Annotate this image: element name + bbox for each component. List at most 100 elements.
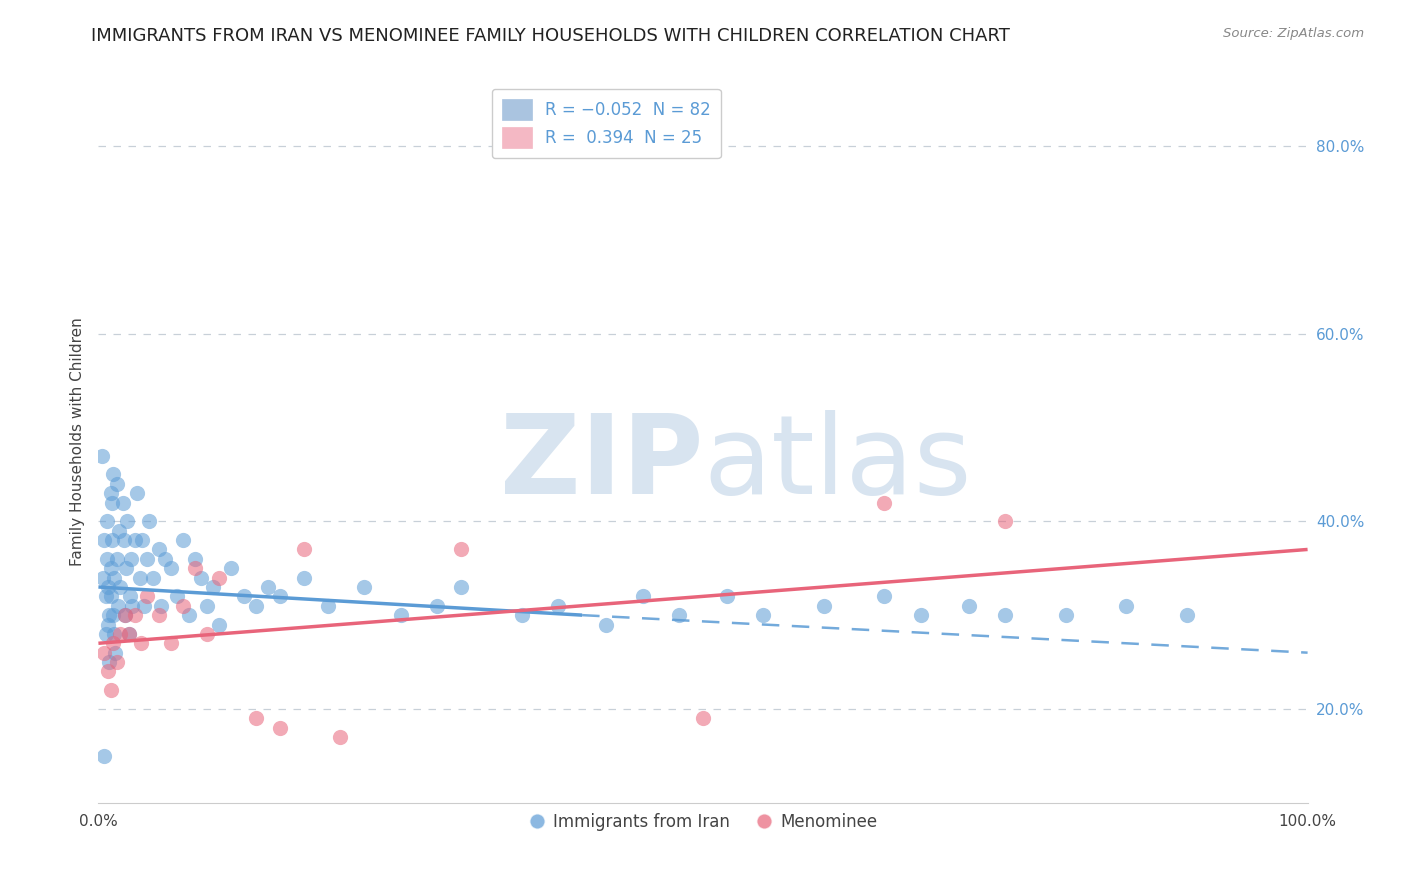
Point [160, 561, 183, 575]
Point [232, 590, 254, 604]
Point [994, 514, 1017, 528]
Point [179, 608, 201, 623]
Point [450, 542, 472, 557]
Point [114, 608, 136, 623]
Point [316, 599, 339, 613]
Point [100, 590, 122, 604]
Point [269, 590, 291, 604]
Text: IMMIGRANTS FROM IRAN VS MENOMINEE FAMILY HOUSEHOLDS WITH CHILDREN CORRELATION CH: IMMIGRANTS FROM IRAN VS MENOMINEE FAMILY… [91, 27, 1011, 45]
Point [101, 608, 124, 623]
Point [118, 590, 141, 604]
Point [114, 608, 136, 623]
Point [105, 551, 128, 566]
Point [221, 561, 243, 575]
Point [134, 599, 156, 613]
Point [245, 599, 267, 613]
Point [329, 730, 352, 744]
Text: ZIP: ZIP [499, 409, 703, 516]
Point [208, 617, 231, 632]
Point [103, 627, 125, 641]
Point [104, 646, 127, 660]
Legend: Immigrants from Iran, Menominee: Immigrants from Iran, Menominee [522, 806, 884, 838]
Point [160, 636, 183, 650]
Point [93, 646, 115, 660]
Point [98, 608, 121, 623]
Point [994, 608, 1017, 623]
Point [97, 665, 120, 679]
Point [245, 711, 267, 725]
Point [101, 636, 124, 650]
Point [450, 580, 472, 594]
Point [1175, 608, 1198, 623]
Point [94, 590, 117, 604]
Point [96, 514, 118, 528]
Point [292, 571, 315, 585]
Point [184, 551, 207, 566]
Point [195, 599, 218, 613]
Point [108, 524, 131, 538]
Point [208, 571, 231, 585]
Y-axis label: Family Households with Children: Family Households with Children [69, 318, 84, 566]
Point [115, 561, 138, 575]
Point [124, 608, 146, 623]
Point [510, 608, 533, 623]
Point [97, 580, 120, 594]
Point [150, 599, 173, 613]
Point [813, 599, 835, 613]
Point [752, 608, 775, 623]
Point [195, 627, 218, 641]
Point [100, 561, 122, 575]
Point [716, 590, 738, 604]
Point [91, 571, 114, 585]
Point [91, 449, 114, 463]
Point [202, 580, 225, 594]
Point [100, 683, 122, 698]
Point [172, 599, 194, 613]
Point [1054, 608, 1077, 623]
Point [256, 580, 278, 594]
Point [100, 486, 122, 500]
Point [112, 533, 135, 547]
Point [142, 571, 165, 585]
Point [631, 590, 654, 604]
Point [957, 599, 980, 613]
Point [148, 608, 170, 623]
Point [873, 590, 896, 604]
Point [910, 608, 932, 623]
Point [118, 627, 141, 641]
Point [96, 551, 118, 566]
Point [100, 495, 122, 509]
Point [138, 514, 160, 528]
Point [668, 608, 690, 623]
Point [135, 590, 157, 604]
Point [166, 590, 188, 604]
Point [108, 627, 131, 641]
Point [121, 599, 143, 613]
Point [353, 580, 375, 594]
Point [1115, 599, 1137, 613]
Point [292, 542, 315, 557]
Text: atlas: atlas [703, 409, 972, 516]
Point [131, 533, 153, 547]
Point [93, 748, 115, 763]
Point [148, 542, 170, 557]
Point [172, 533, 194, 547]
Point [108, 580, 131, 594]
Point [93, 533, 115, 547]
Point [97, 617, 120, 632]
Point [124, 533, 146, 547]
Point [184, 561, 207, 575]
Point [547, 599, 569, 613]
Point [135, 551, 157, 566]
Point [120, 551, 142, 566]
Point [117, 514, 139, 528]
Point [100, 533, 122, 547]
Point [692, 711, 714, 725]
Point [426, 599, 449, 613]
Point [269, 721, 291, 735]
Point [98, 655, 121, 669]
Point [94, 627, 117, 641]
Point [389, 608, 412, 623]
Point [103, 571, 125, 585]
Point [118, 627, 141, 641]
